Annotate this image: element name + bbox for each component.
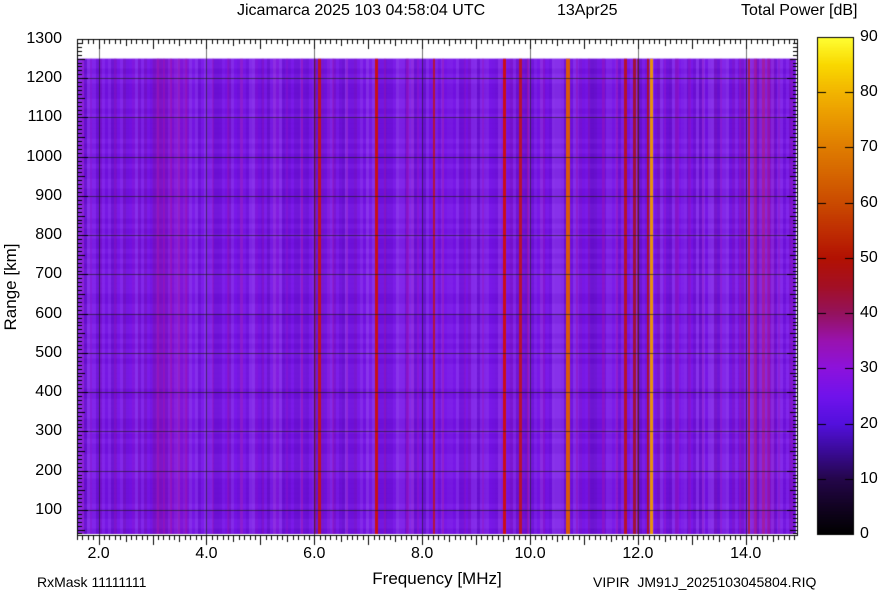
colorbar-tick-label: 40 xyxy=(860,304,878,322)
y-tick-label: 300 xyxy=(35,422,62,440)
colorbar-tick-label: 0 xyxy=(860,525,869,542)
colorbar-tick-label: 10 xyxy=(860,469,878,487)
colorbar-tick-label: 30 xyxy=(860,359,878,377)
colorbar-tick-label: 20 xyxy=(860,414,878,432)
colorbar-tick-label: 70 xyxy=(860,138,878,156)
x-tick-label: 2.0 xyxy=(87,545,110,562)
rx-mask-label: RxMask 11111111 xyxy=(37,574,147,590)
y-tick-label: 500 xyxy=(35,343,62,361)
y-tick-label: 700 xyxy=(35,265,62,283)
y-tick-label: 1200 xyxy=(26,69,62,87)
colorbar-tick-label: 80 xyxy=(860,83,878,101)
colorbar-tick-label: 60 xyxy=(860,193,878,211)
y-tick-label: 200 xyxy=(35,461,62,479)
x-tick-label: 14.0 xyxy=(730,545,762,562)
x-tick-label: 12.0 xyxy=(622,545,654,562)
y-tick-label: 100 xyxy=(35,500,62,518)
x-tick-label: 4.0 xyxy=(195,545,218,562)
x-tick-label: 8.0 xyxy=(411,545,434,562)
plot-title: Jicamarca 2025 103 04:58:04 UTC xyxy=(237,2,486,19)
x-tick-label: 10.0 xyxy=(514,545,546,562)
plot-date: 13Apr25 xyxy=(557,2,618,19)
y-tick-label: 400 xyxy=(35,383,62,401)
x-axis-title: Frequency [MHz] xyxy=(372,569,502,588)
x-tick-label: 6.0 xyxy=(303,545,326,562)
y-tick-label: 1300 xyxy=(26,30,62,47)
y-tick-label: 900 xyxy=(35,186,62,204)
colorbar-title: Total Power [dB] xyxy=(741,2,858,19)
y-tick-label: 1000 xyxy=(26,147,62,165)
y-tick-label: 1100 xyxy=(27,108,62,126)
y-tick-label: 600 xyxy=(35,304,62,322)
colorbar-tick-label: 50 xyxy=(860,248,878,266)
colorbar-tick-label: 90 xyxy=(860,28,878,45)
data-file-label: VIPIR JM91J_2025103045804.RIQ xyxy=(593,574,817,590)
y-tick-label: 800 xyxy=(35,226,62,244)
